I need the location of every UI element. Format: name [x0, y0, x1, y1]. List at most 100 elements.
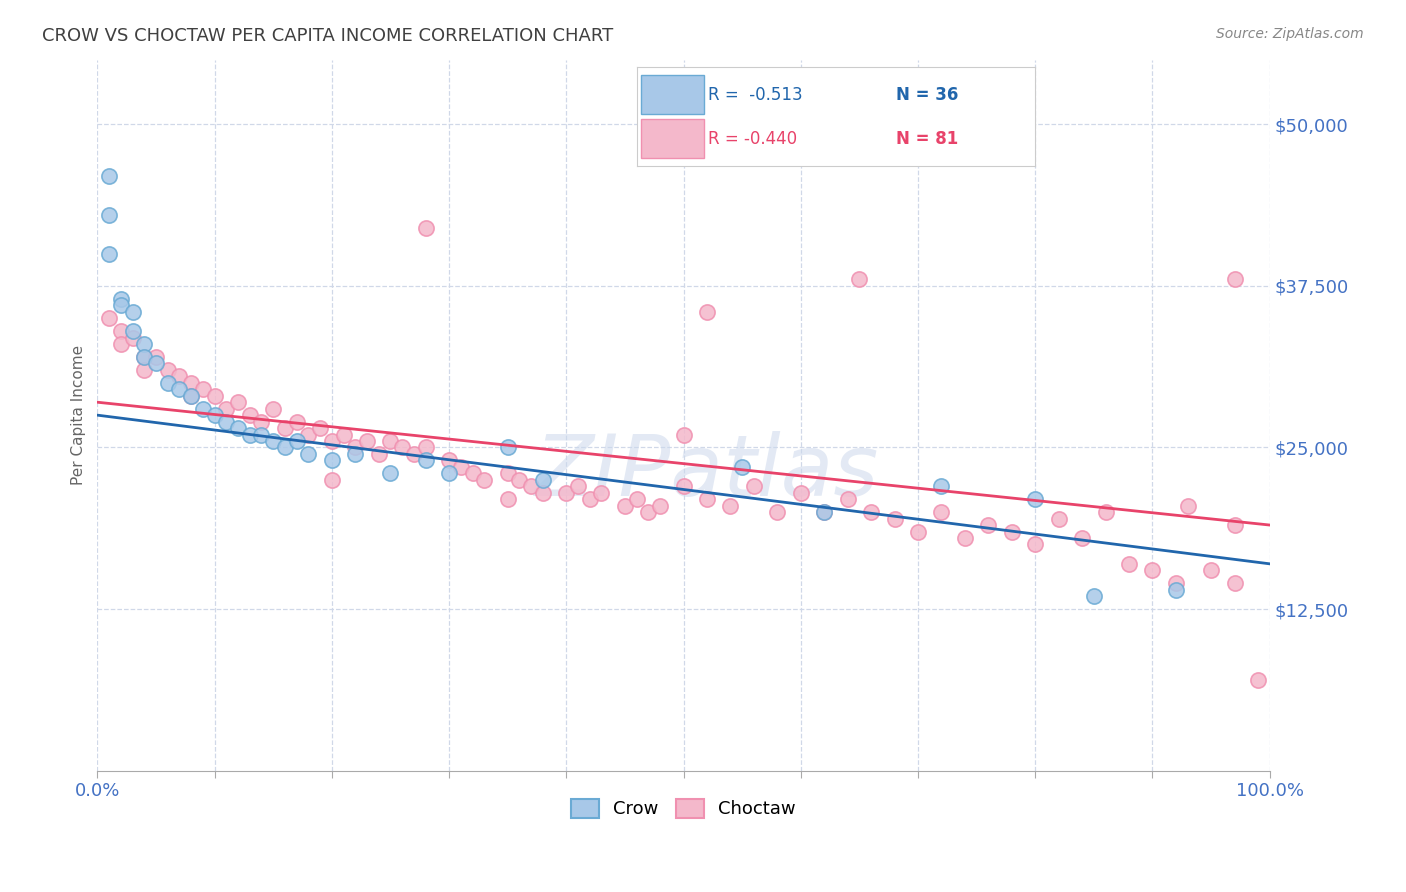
Point — [953, 531, 976, 545]
Point — [134, 350, 156, 364]
Point — [380, 467, 402, 481]
Point — [321, 453, 343, 467]
Point — [508, 473, 530, 487]
Point — [180, 389, 202, 403]
Point — [1177, 499, 1199, 513]
Point — [98, 169, 121, 183]
Point — [848, 272, 870, 286]
Point — [250, 415, 273, 429]
Point — [98, 246, 121, 260]
Point — [321, 434, 343, 448]
Point — [1223, 272, 1246, 286]
Point — [134, 363, 156, 377]
Point — [1199, 563, 1222, 577]
Point — [226, 395, 249, 409]
Point — [367, 447, 389, 461]
Point — [191, 401, 214, 416]
Point — [977, 518, 1000, 533]
Point — [98, 311, 121, 326]
Point — [626, 492, 648, 507]
Point — [860, 505, 883, 519]
Point — [591, 485, 613, 500]
Point — [907, 524, 929, 539]
Point — [121, 304, 143, 318]
Point — [496, 467, 519, 481]
Point — [696, 304, 718, 318]
Point — [720, 499, 742, 513]
Text: Source: ZipAtlas.com: Source: ZipAtlas.com — [1216, 27, 1364, 41]
Point — [555, 485, 578, 500]
Point — [145, 350, 167, 364]
Point — [613, 499, 636, 513]
Text: ZIPatlas: ZIPatlas — [534, 431, 879, 514]
Point — [415, 453, 437, 467]
Point — [731, 459, 754, 474]
Point — [239, 427, 262, 442]
Point — [145, 356, 167, 370]
Point — [531, 485, 554, 500]
Point — [1164, 582, 1187, 597]
Point — [285, 434, 308, 448]
Point — [437, 453, 460, 467]
Point — [191, 382, 214, 396]
Point — [110, 337, 132, 351]
Point — [883, 511, 905, 525]
Point — [297, 427, 319, 442]
Point — [1083, 589, 1105, 603]
Point — [98, 208, 121, 222]
Point — [567, 479, 589, 493]
Point — [931, 505, 953, 519]
Point — [226, 421, 249, 435]
Y-axis label: Per Capita Income: Per Capita Income — [72, 345, 86, 485]
Point — [391, 441, 413, 455]
Point — [672, 479, 695, 493]
Point — [134, 350, 156, 364]
Point — [285, 415, 308, 429]
Point — [813, 505, 835, 519]
Point — [110, 324, 132, 338]
Point — [156, 376, 179, 390]
Point — [121, 324, 143, 338]
Point — [637, 505, 659, 519]
Point — [134, 337, 156, 351]
Point — [332, 427, 354, 442]
Point — [837, 492, 859, 507]
Point — [415, 220, 437, 235]
Point — [520, 479, 543, 493]
Point — [204, 389, 226, 403]
Point — [156, 363, 179, 377]
Point — [790, 485, 813, 500]
Point — [531, 473, 554, 487]
Text: CROW VS CHOCTAW PER CAPITA INCOME CORRELATION CHART: CROW VS CHOCTAW PER CAPITA INCOME CORREL… — [42, 27, 613, 45]
Point — [356, 434, 378, 448]
Point — [180, 376, 202, 390]
Point — [1118, 557, 1140, 571]
Point — [931, 479, 953, 493]
Point — [742, 479, 765, 493]
Point — [437, 467, 460, 481]
Point — [472, 473, 495, 487]
Point — [321, 473, 343, 487]
Legend: Crow, Choctaw: Crow, Choctaw — [564, 792, 803, 826]
Point — [1223, 518, 1246, 533]
Point — [1024, 492, 1046, 507]
Point — [450, 459, 472, 474]
Point — [274, 421, 297, 435]
Point — [461, 467, 484, 481]
Point — [309, 421, 332, 435]
Point — [180, 389, 202, 403]
Point — [274, 441, 297, 455]
Point — [1047, 511, 1070, 525]
Point — [1001, 524, 1024, 539]
Point — [1247, 673, 1270, 688]
Point — [672, 427, 695, 442]
Point — [402, 447, 425, 461]
Point — [380, 434, 402, 448]
Point — [215, 401, 238, 416]
Point — [121, 330, 143, 344]
Point — [1024, 537, 1046, 551]
Point — [344, 447, 367, 461]
Point — [1071, 531, 1094, 545]
Point — [344, 441, 367, 455]
Point — [813, 505, 835, 519]
